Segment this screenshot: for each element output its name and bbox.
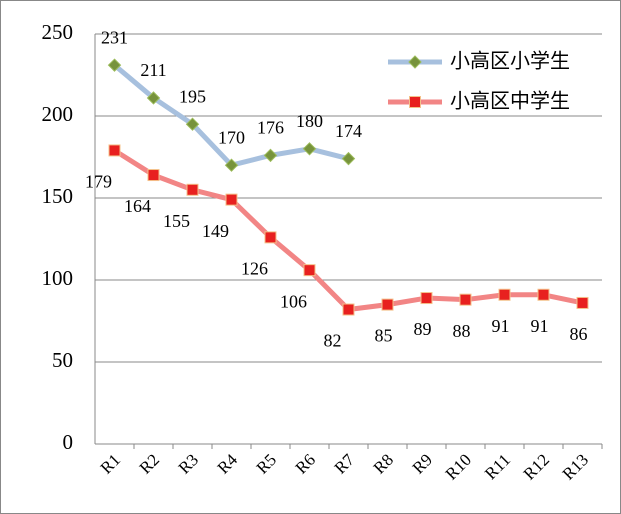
marker	[264, 231, 277, 244]
data-label: 89	[414, 319, 432, 339]
data-label: 179	[85, 172, 112, 192]
marker	[498, 288, 511, 301]
legend-label: 小高区小学生	[450, 49, 570, 73]
marker	[185, 117, 200, 131]
data-label: 88	[453, 321, 471, 341]
marker	[225, 193, 238, 206]
data-label: 155	[163, 211, 190, 231]
legend-label: 小高区中学生	[450, 89, 570, 113]
marker	[381, 298, 394, 311]
data-label: 82	[324, 331, 342, 351]
data-label: 176	[257, 117, 284, 137]
y-tick-label: 50	[52, 348, 73, 372]
data-label: 211	[140, 60, 166, 80]
data-label: 126	[241, 258, 268, 278]
data-label: 164	[124, 196, 151, 216]
data-label: 170	[218, 127, 245, 147]
data-label: 85	[375, 326, 393, 346]
y-tick-label: 0	[63, 430, 74, 454]
marker	[107, 58, 122, 72]
data-label: 174	[335, 121, 362, 141]
marker	[263, 148, 278, 163]
data-label: 91	[531, 316, 549, 336]
y-tick-label: 100	[42, 266, 74, 290]
data-label: 231	[101, 27, 128, 47]
marker	[341, 151, 356, 166]
data-label: 195	[179, 86, 206, 106]
marker	[108, 144, 121, 157]
marker	[537, 288, 550, 301]
marker	[224, 158, 239, 172]
marker	[576, 296, 589, 309]
marker	[420, 292, 433, 305]
marker	[146, 91, 161, 105]
marker	[459, 293, 472, 306]
marker	[342, 303, 355, 316]
data-label: 106	[280, 291, 307, 311]
data-label: 91	[492, 316, 510, 336]
y-tick-label: 200	[42, 102, 74, 126]
marker	[147, 169, 160, 182]
marker	[303, 264, 316, 277]
data-label: 149	[202, 221, 229, 241]
data-label: 86	[570, 324, 588, 344]
y-tick-label: 150	[42, 184, 74, 208]
marker	[302, 142, 317, 156]
legend-marker	[408, 55, 422, 69]
marker	[186, 183, 199, 196]
data-label: 180	[296, 111, 323, 131]
y-tick-label: 250	[42, 20, 74, 44]
legend-marker	[409, 96, 421, 108]
